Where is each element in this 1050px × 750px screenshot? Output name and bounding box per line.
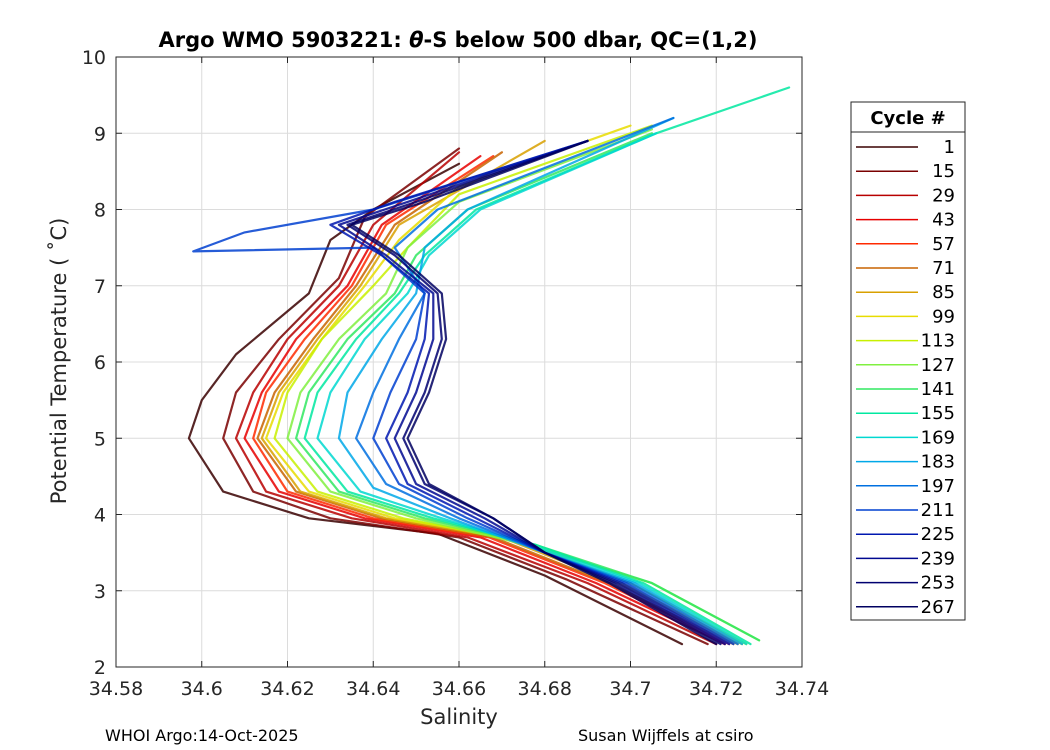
x-tick-label: 34.7 (609, 678, 651, 700)
y-tick-label: 5 (94, 428, 106, 450)
series-layer (187, 86, 791, 646)
legend-label: 197 (921, 476, 955, 497)
legend-label: 15 (932, 161, 955, 182)
y-tick-label: 3 (94, 581, 106, 603)
legend-label: 29 (932, 185, 955, 206)
footer-right: Susan Wijffels at csiro (578, 726, 754, 745)
legend: Cycle # 1 15 29 43 57 71 85 99 113 127 141 155 169 18… (850, 101, 966, 621)
legend-entries: 1 15 29 43 57 71 85 99 113 127 141 155 169 183 197 211 2… (856, 137, 955, 618)
legend-label: 141 (921, 379, 955, 400)
x-tick-label: 34.68 (518, 678, 572, 700)
series-line-cycle-15 (222, 147, 709, 646)
legend-label: 267 (921, 597, 955, 618)
legend-label: 1 (944, 137, 955, 158)
y-tick-label: 9 (94, 123, 106, 145)
legend-label: 127 (921, 355, 955, 376)
x-tick-label: 34.58 (89, 678, 143, 700)
series-line-cycle-57 (252, 155, 731, 646)
y-tick-label: 4 (94, 505, 106, 527)
y-tick-label: 10 (82, 47, 106, 69)
legend-title: Cycle # (870, 108, 945, 129)
footer-left: WHOI Argo:14-Oct-2025 (105, 726, 299, 745)
x-axis-label: Salinity (420, 705, 498, 729)
legend-label: 99 (932, 306, 955, 327)
legend-label: 239 (921, 548, 955, 569)
legend-label: 183 (921, 452, 955, 473)
y-tick-label: 6 (94, 352, 106, 374)
legend-label: 169 (921, 427, 955, 448)
y-tick-label: 8 (94, 200, 106, 222)
legend-label: 85 (932, 282, 955, 303)
legend-label: 57 (932, 234, 955, 255)
x-tick-label: 34.62 (260, 678, 314, 700)
x-tick-label: 34.66 (432, 678, 486, 700)
x-tick-label: 34.72 (689, 678, 743, 700)
plot-area: 34.58 34.6 34.62 34.64 34.66 34.68 34.7 34.72 34… (82, 47, 829, 700)
x-tick-label: 34.64 (346, 678, 400, 700)
legend-label: 253 (921, 573, 955, 594)
series-line-cycle-43 (243, 155, 726, 646)
legend-label: 71 (932, 258, 955, 279)
x-tick-label: 34.6 (181, 678, 223, 700)
y-tick-label: 2 (94, 657, 106, 679)
chart-title: Argo WMO 5903221: θ-S below 500 dbar, QC… (158, 28, 757, 52)
series-line-cycle-85 (260, 139, 739, 646)
x-tick-label: 34.74 (775, 678, 829, 700)
legend-label: 43 (932, 210, 955, 231)
series-line-cycle-29 (234, 151, 718, 646)
series-line-cycle-1 (187, 162, 684, 646)
series-line-cycle-267 (350, 139, 718, 646)
legend-label: 225 (921, 524, 955, 545)
legend-label: 155 (921, 403, 955, 424)
series-line-cycle-155 (303, 86, 791, 646)
legend-label: 211 (921, 500, 955, 521)
y-tick-label: 7 (94, 276, 106, 298)
series-line-cycle-169 (316, 132, 748, 646)
series-line-cycle-71 (256, 151, 735, 646)
legend-label: 113 (921, 331, 955, 352)
ticks: 34.58 34.6 34.62 34.64 34.66 34.68 34.7 34.72 34… (82, 47, 829, 700)
y-axis-label: Potential Temperature ( ˚C) (47, 218, 71, 505)
